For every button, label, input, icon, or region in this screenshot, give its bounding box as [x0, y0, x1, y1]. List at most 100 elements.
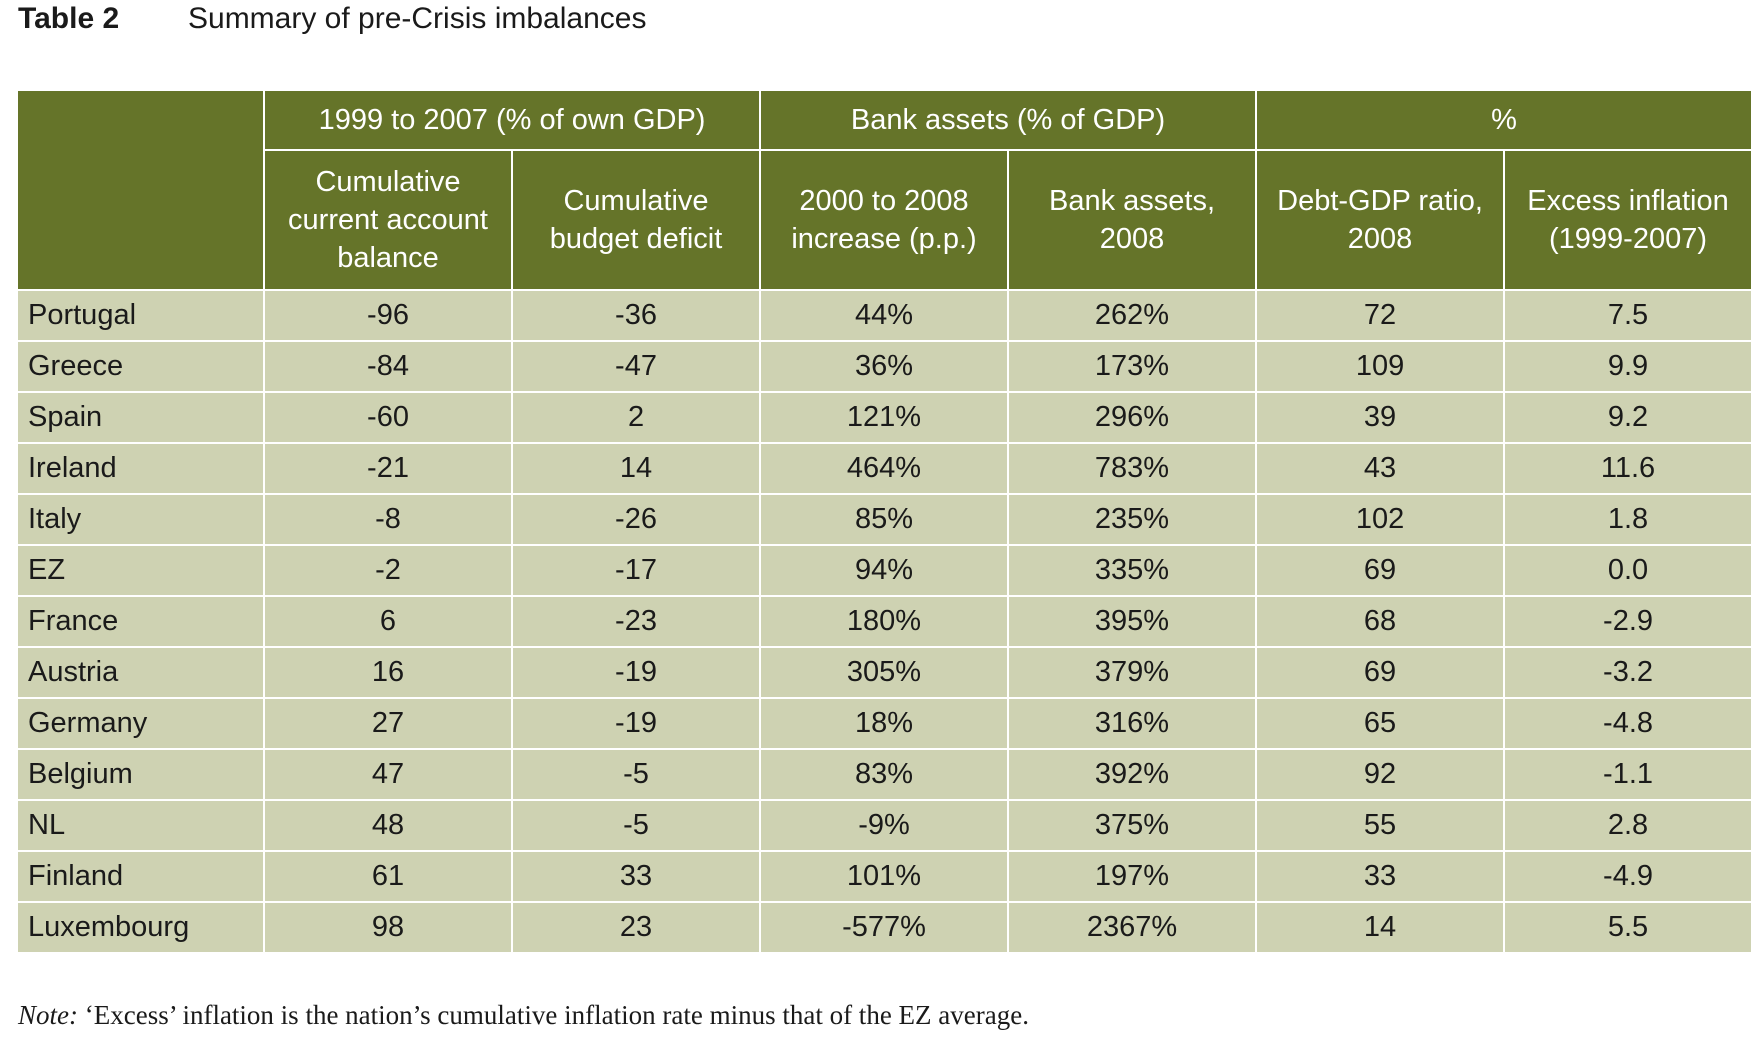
value-cell: 92 [1255, 748, 1506, 801]
corner-cell [18, 91, 265, 291]
table-number: Table 2 [18, 2, 120, 35]
value-cell: 121% [759, 391, 1010, 444]
value-cell: -2.9 [1503, 595, 1754, 648]
value-cell: 392% [1007, 748, 1258, 801]
value-cell: 173% [1007, 340, 1258, 393]
table-row: Germany 27 -19 18% 316% 65 -4.8 [18, 697, 1754, 750]
country-cell: Portugal [18, 289, 265, 342]
value-cell: 48 [263, 799, 513, 852]
table-row: Finland 61 33 101% 197% 33 -4.9 [18, 850, 1754, 903]
value-cell: 5.5 [1503, 901, 1754, 954]
value-cell: -17 [510, 544, 762, 597]
table-note: Note: ‘Excess’ inflation is the nation’s… [18, 1000, 1029, 1031]
value-cell: -5 [510, 748, 762, 801]
value-cell: -4.8 [1503, 697, 1754, 750]
value-cell: 65 [1255, 697, 1506, 750]
value-cell: 335% [1007, 544, 1258, 597]
column-header-row: Cumulative current account balance Cumul… [18, 149, 1754, 291]
table-row: Italy -8 -26 85% 235% 102 1.8 [18, 493, 1754, 546]
note-label: Note: [18, 1000, 78, 1030]
note-text: ‘Excess’ inflation is the nation’s cumul… [84, 1000, 1029, 1030]
value-cell: 14 [1255, 901, 1506, 954]
value-cell: 83% [759, 748, 1010, 801]
value-cell: -19 [510, 697, 762, 750]
value-cell: -4.9 [1503, 850, 1754, 903]
value-cell: 235% [1007, 493, 1258, 546]
group-header-current-account: 1999 to 2007 (% of own GDP) [262, 91, 762, 151]
value-cell: 464% [759, 442, 1010, 495]
value-cell: 69 [1255, 544, 1506, 597]
value-cell: 11.6 [1503, 442, 1754, 495]
value-cell: 305% [759, 646, 1010, 699]
group-header-percent: % [1255, 91, 1754, 151]
country-cell: France [18, 595, 265, 648]
value-cell: 0.0 [1503, 544, 1754, 597]
value-cell: -60 [263, 391, 513, 444]
value-cell: 72 [1255, 289, 1506, 342]
table-header: 1999 to 2007 (% of own GDP) Bank assets … [18, 91, 1754, 291]
table-row: France 6 -23 180% 395% 68 -2.9 [18, 595, 1754, 648]
column-header: 2000 to 2008 increase (p.p.) [759, 149, 1010, 291]
value-cell: 101% [759, 850, 1010, 903]
value-cell: 7.5 [1503, 289, 1754, 342]
table-row: Spain -60 2 121% 296% 39 9.2 [18, 391, 1754, 444]
value-cell: 14 [510, 442, 762, 495]
value-cell: 316% [1007, 697, 1258, 750]
table-row: Greece -84 -47 36% 173% 109 9.9 [18, 340, 1754, 393]
value-cell: 47 [263, 748, 513, 801]
table-title: Table 2 Summary of pre-Crisis imbalances [18, 2, 646, 42]
value-cell: 395% [1007, 595, 1258, 648]
value-cell: 44% [759, 289, 1010, 342]
group-header-row: 1999 to 2007 (% of own GDP) Bank assets … [18, 91, 1754, 291]
group-header-bank-assets: Bank assets (% of GDP) [759, 91, 1258, 151]
value-cell: 379% [1007, 646, 1258, 699]
value-cell: -36 [510, 289, 762, 342]
value-cell: 102 [1255, 493, 1506, 546]
value-cell: 27 [263, 697, 513, 750]
value-cell: -1.1 [1503, 748, 1754, 801]
value-cell: 783% [1007, 442, 1258, 495]
value-cell: -96 [263, 289, 513, 342]
value-cell: -8 [263, 493, 513, 546]
table-row: NL 48 -5 -9% 375% 55 2.8 [18, 799, 1754, 852]
value-cell: 1.8 [1503, 493, 1754, 546]
value-cell: 2367% [1007, 901, 1258, 954]
value-cell: 33 [510, 850, 762, 903]
country-cell: Italy [18, 493, 265, 546]
value-cell: -577% [759, 901, 1010, 954]
table-row: Luxembourg 98 23 -577% 2367% 14 5.5 [18, 901, 1754, 954]
value-cell: -9% [759, 799, 1010, 852]
table-row: Austria 16 -19 305% 379% 69 -3.2 [18, 646, 1754, 699]
table-caption: Summary of pre-Crisis imbalances [188, 2, 647, 35]
country-cell: Germany [18, 697, 265, 750]
column-header: Bank assets, 2008 [1007, 149, 1258, 291]
country-cell: Greece [18, 340, 265, 393]
table-row: Ireland -21 14 464% 783% 43 11.6 [18, 442, 1754, 495]
country-cell: Ireland [18, 442, 265, 495]
column-header: Debt-GDP ratio, 2008 [1255, 149, 1506, 291]
value-cell: 85% [759, 493, 1010, 546]
value-cell: -26 [510, 493, 762, 546]
value-cell: 33 [1255, 850, 1506, 903]
value-cell: -3.2 [1503, 646, 1754, 699]
value-cell: 180% [759, 595, 1010, 648]
value-cell: 9.2 [1503, 391, 1754, 444]
value-cell: 98 [263, 901, 513, 954]
country-cell: Austria [18, 646, 265, 699]
value-cell: 55 [1255, 799, 1506, 852]
value-cell: -19 [510, 646, 762, 699]
value-cell: 68 [1255, 595, 1506, 648]
value-cell: -5 [510, 799, 762, 852]
value-cell: 43 [1255, 442, 1506, 495]
table-row: Portugal -96 -36 44% 262% 72 7.5 [18, 289, 1754, 342]
value-cell: -23 [510, 595, 762, 648]
value-cell: 94% [759, 544, 1010, 597]
country-cell: Luxembourg [18, 901, 265, 954]
value-cell: 39 [1255, 391, 1506, 444]
value-cell: 9.9 [1503, 340, 1754, 393]
column-header: Cumulative current account balance [264, 149, 513, 291]
column-header: Excess inflation (1999-2007) [1503, 149, 1754, 291]
value-cell: 375% [1007, 799, 1258, 852]
value-cell: -2 [263, 544, 513, 597]
value-cell: 296% [1007, 391, 1258, 444]
